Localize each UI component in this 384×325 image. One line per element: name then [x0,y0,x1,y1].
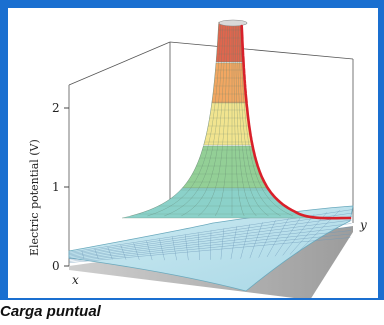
potential-surface-plane [68,205,354,292]
box-back-top-edge [169,41,354,60]
peak-mesh-line [239,23,293,217]
surface-plot: 0 1 2 Electric potential (V) x y [28,19,367,298]
potential-peak [122,19,312,219]
grid-line [94,248,99,260]
grid-line [68,237,351,263]
z-axis-label: Electric potential (V) [28,139,41,256]
grid-line [146,240,153,261]
grid-line [68,230,351,261]
potential-curve [240,24,352,220]
blue-frame: 0 1 2 Electric potential (V) x y [0,0,384,300]
grid-line [68,216,353,256]
grid-line [258,220,276,258]
grid-line [266,218,289,258]
grid-line [68,212,353,254]
grid-line [120,244,127,260]
figure-panel: 0 1 2 Electric potential (V) x y [8,8,378,298]
grid-line [282,214,315,256]
figure-caption: Carga puntual [0,303,101,320]
grid-line [68,226,352,259]
grid-line [68,219,352,257]
grid-line [185,234,189,261]
box-frame [68,41,354,266]
peak-mesh-line [164,23,224,217]
grid-line [68,233,351,262]
peak-mesh-line [233,24,245,217]
x-axis-label: x [72,273,79,287]
box-back-left-edge [68,41,171,86]
grid-line [274,216,302,257]
peak-top-cap [218,19,248,27]
grid-line [172,236,177,261]
grid-line [159,238,165,261]
z-tick-label-2: 2 [52,101,60,115]
peak-mesh-line [181,23,226,217]
peak-mesh-line [235,23,257,217]
peak-mesh-line [214,23,230,217]
z-tick-label-1: 1 [52,180,60,194]
grid-line [68,223,352,258]
peak-mesh-line [236,23,269,217]
grid-line [249,222,263,259]
y-axis-label: y [359,218,367,232]
peak-mesh-line [147,23,221,217]
z-tick-label-0: 0 [52,259,60,273]
grid-line [197,232,200,261]
peak-mesh-line [238,23,281,217]
peak-mesh-line [130,23,219,217]
z-axis [64,107,69,267]
peak-mesh-line [198,24,228,217]
